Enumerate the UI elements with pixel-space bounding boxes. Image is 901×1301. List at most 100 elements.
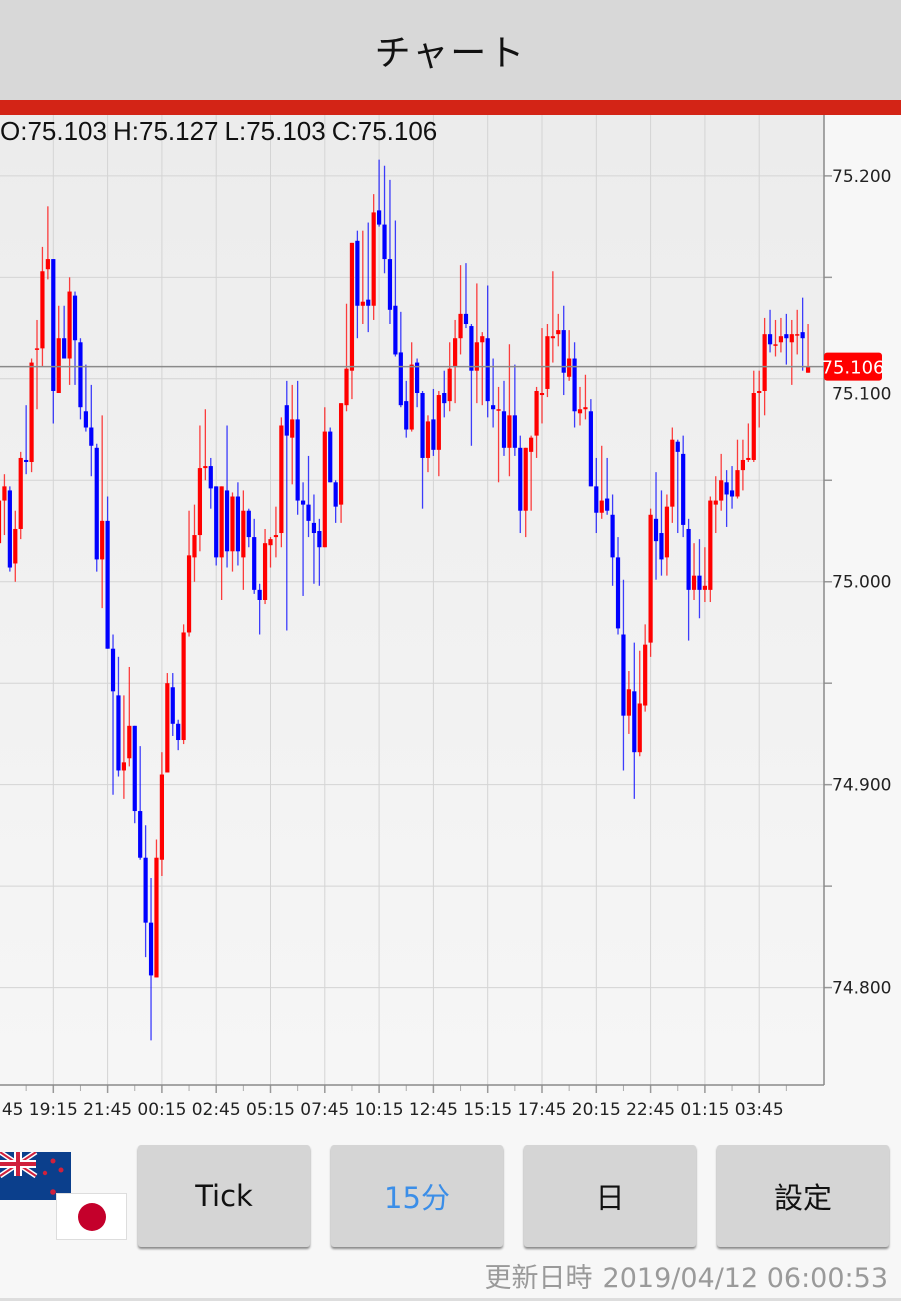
15min-button[interactable]: 15分 — [331, 1145, 503, 1247]
candle-body[interactable] — [681, 453, 686, 525]
candle-body[interactable] — [284, 405, 289, 436]
candle-body[interactable] — [18, 457, 23, 529]
candle-body[interactable] — [148, 922, 154, 976]
candle-body[interactable] — [62, 338, 67, 359]
candle-body[interactable] — [800, 332, 805, 339]
candle-body[interactable] — [659, 533, 664, 560]
candle-body[interactable] — [643, 644, 648, 706]
candle-body[interactable] — [561, 330, 566, 373]
candle-body[interactable] — [805, 366, 811, 373]
candle-body[interactable] — [702, 585, 707, 590]
candle-body[interactable] — [132, 725, 137, 812]
candle-body[interactable] — [404, 401, 409, 430]
candle-body[interactable] — [501, 411, 507, 448]
candle-body[interactable] — [83, 411, 88, 428]
candle-body[interactable] — [485, 338, 490, 402]
candle-body[interactable] — [121, 762, 126, 771]
candle-body[interactable] — [165, 683, 170, 773]
candle-body[interactable] — [453, 338, 458, 367]
candle-body[interactable] — [637, 703, 642, 753]
candle-body[interactable] — [154, 857, 159, 978]
candle-body[interactable] — [355, 240, 360, 306]
candle-body[interactable] — [653, 518, 659, 542]
candle-body[interactable] — [567, 358, 572, 377]
candle-body[interactable] — [360, 301, 365, 306]
candle-body[interactable] — [773, 344, 778, 346]
candle-body[interactable] — [778, 336, 784, 343]
candle-body[interactable] — [398, 352, 403, 406]
candle-body[interactable] — [762, 334, 767, 391]
candle-body[interactable] — [550, 336, 555, 339]
daily-button[interactable]: 日 — [524, 1145, 696, 1247]
candle-body[interactable] — [67, 291, 72, 359]
candle-body[interactable] — [105, 520, 110, 649]
candle-body[interactable] — [740, 459, 746, 471]
candle-body[interactable] — [463, 313, 469, 325]
candle-body[interactable] — [621, 634, 626, 716]
candle-body[interactable] — [545, 336, 550, 389]
candle-body[interactable] — [523, 447, 528, 511]
candle-body[interactable] — [686, 528, 691, 590]
candle-body[interactable] — [729, 490, 735, 497]
candle-body[interactable] — [387, 259, 393, 310]
candle-body[interactable] — [328, 431, 333, 483]
candle-body[interactable] — [219, 486, 224, 558]
candle-body[interactable] — [235, 496, 241, 552]
candle-body[interactable] — [648, 514, 653, 643]
candle-body[interactable] — [697, 575, 702, 590]
candle-body[interactable] — [192, 535, 197, 558]
candle-body[interactable] — [691, 575, 697, 590]
candle-body[interactable] — [518, 447, 523, 511]
candle-body[interactable] — [377, 210, 382, 225]
candle-body[interactable] — [539, 393, 545, 396]
candle-body[interactable] — [138, 811, 143, 858]
candle-body[interactable] — [110, 648, 116, 692]
candle-body[interactable] — [708, 500, 713, 590]
candle-body[interactable] — [78, 342, 83, 408]
candle-body[interactable] — [257, 589, 262, 600]
candle-body[interactable] — [415, 362, 420, 394]
candle-body[interactable] — [366, 299, 371, 306]
candle-body[interactable] — [295, 419, 300, 501]
candle-body[interactable] — [306, 504, 311, 521]
candle-body[interactable] — [371, 212, 376, 306]
candle-body[interactable] — [491, 405, 496, 410]
candle-body[interactable] — [382, 224, 387, 260]
candle-body[interactable] — [757, 390, 762, 394]
candle-body[interactable] — [713, 500, 718, 505]
candle-body[interactable] — [72, 295, 78, 341]
candle-body[interactable] — [724, 482, 729, 495]
candle-body[interactable] — [767, 334, 773, 345]
candle-body[interactable] — [230, 496, 235, 552]
candle-body[interactable] — [789, 334, 794, 343]
candle-body[interactable] — [34, 348, 40, 350]
candle-body[interactable] — [241, 510, 246, 558]
candle-body[interactable] — [13, 528, 18, 564]
candle-body[interactable] — [664, 506, 669, 558]
candle-body[interactable] — [442, 393, 447, 404]
candle-body[interactable] — [7, 490, 12, 568]
candle-body[interactable] — [605, 498, 610, 511]
candle-body[interactable] — [474, 342, 479, 371]
candle-body[interactable] — [159, 774, 164, 860]
candle-body[interactable] — [784, 334, 789, 339]
candle-body[interactable] — [610, 514, 615, 558]
candle-body[interactable] — [577, 409, 583, 414]
candle-body[interactable] — [349, 242, 355, 371]
candle-body[interactable] — [425, 421, 431, 458]
candle-body[interactable] — [675, 441, 680, 452]
candle-body[interactable] — [268, 539, 273, 546]
candle-body[interactable] — [197, 468, 203, 536]
candle-body[interactable] — [252, 537, 257, 590]
candle-body[interactable] — [300, 500, 306, 505]
candle-body[interactable] — [333, 482, 338, 507]
candle-body[interactable] — [89, 427, 94, 446]
candle-body[interactable] — [480, 336, 485, 343]
candle-body[interactable] — [719, 480, 724, 501]
candle-body[interactable] — [496, 409, 501, 411]
candle-body[interactable] — [94, 447, 99, 560]
candle-body[interactable] — [626, 689, 631, 716]
candle-body[interactable] — [322, 431, 327, 548]
candle-body[interactable] — [170, 687, 175, 724]
